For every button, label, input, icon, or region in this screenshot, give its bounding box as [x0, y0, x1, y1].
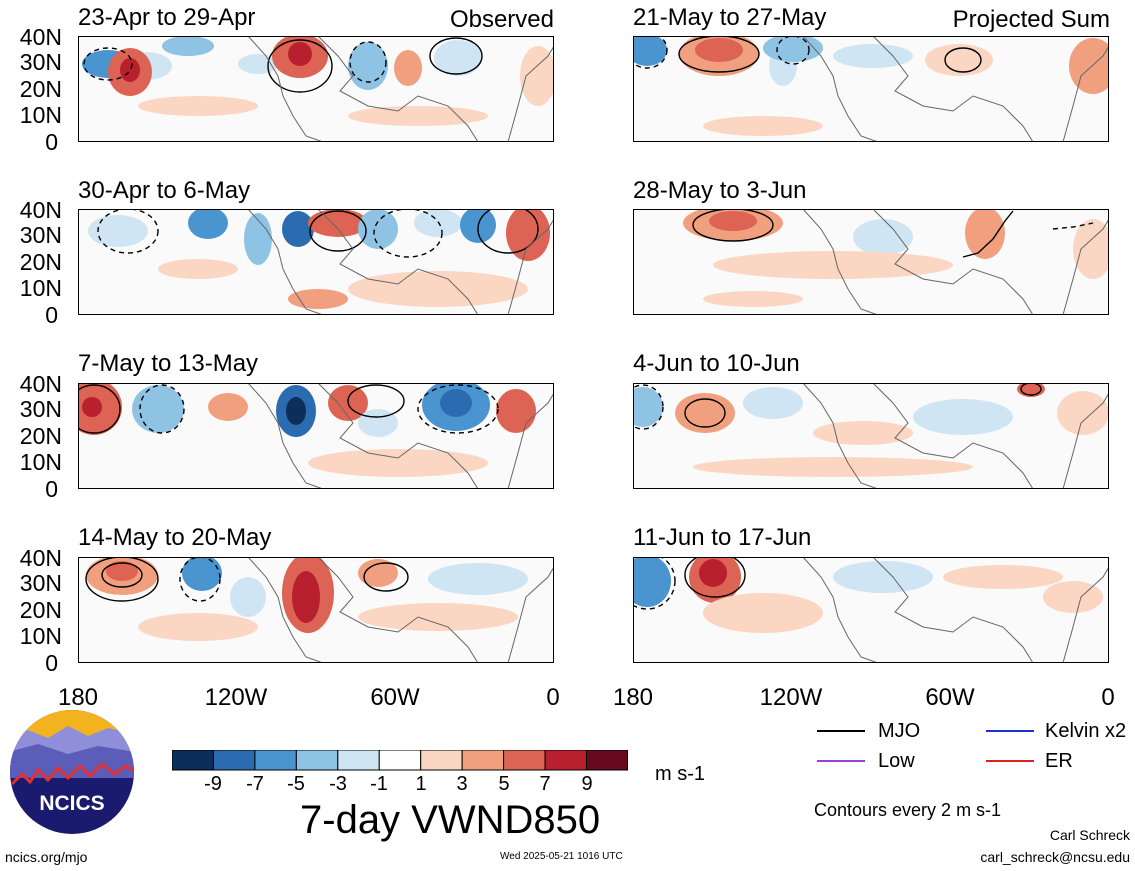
lat-label: 30N	[19, 49, 62, 75]
colorbar-swatch	[254, 750, 297, 771]
colorbar-tick: -1	[370, 773, 388, 795]
colorbar-swatch	[586, 750, 628, 771]
panel-title-right-4: 11-Jun to 17-Jun	[633, 524, 812, 551]
lon-label: 120W	[759, 684, 823, 711]
colorbar-tick: -9	[204, 773, 222, 795]
lat-label: 0	[45, 129, 58, 155]
colorbar-swatch	[461, 750, 505, 771]
colorbar-tick: -5	[287, 773, 305, 795]
colorbar-tick: 1	[415, 773, 427, 795]
projected-sum-label: Projected Sum	[952, 6, 1110, 33]
colorbar-swatch	[544, 750, 587, 771]
lon-label: 0	[546, 684, 560, 711]
mjo-legend-line	[817, 730, 865, 732]
lon-label: 180	[612, 684, 654, 711]
lat-label: 10N	[19, 449, 62, 475]
panel-title-right-3: 4-Jun to 10-Jun	[633, 350, 800, 377]
map-panel-right-4	[633, 557, 1109, 663]
low-legend-label: Low	[878, 750, 915, 772]
lat-label: 10N	[19, 623, 62, 649]
lat-label: 0	[45, 476, 58, 502]
lat-label: 40N	[19, 371, 62, 397]
lat-label: 20N	[19, 423, 62, 449]
mjo-legend-label: MJO	[878, 720, 921, 742]
lat-label: 40N	[19, 197, 62, 223]
kelvin-legend-line	[986, 730, 1034, 732]
lat-label: 20N	[19, 76, 62, 102]
author-name: Carl Schreck	[1049, 827, 1130, 843]
panel-title-left-3: 7-May to 13-May	[78, 350, 259, 377]
map-panel-left-2	[78, 209, 554, 315]
lat-label: 20N	[19, 249, 62, 275]
source-url: ncics.org/mjo	[5, 849, 88, 865]
lat-label: 30N	[19, 396, 62, 422]
colorbar-tick: -7	[246, 773, 264, 795]
map-panel-left-3	[78, 383, 554, 489]
colorbar-swatch	[172, 750, 214, 771]
map-panel-right-1	[633, 36, 1109, 142]
lon-label: 0	[1101, 684, 1115, 711]
map-panel-left-4	[78, 557, 554, 663]
low-legend-line	[817, 760, 865, 762]
lon-label: 180	[57, 684, 99, 711]
author-email: carl_schreck@ncsu.edu	[980, 849, 1130, 865]
main-title: 7-day VWND850	[300, 798, 601, 842]
colorbar-swatch	[503, 750, 546, 771]
observed-label: Observed	[449, 6, 554, 33]
er-legend-line	[986, 760, 1034, 762]
er-legend-label: ER	[1045, 750, 1073, 772]
lat-label: 40N	[19, 545, 62, 571]
timestamp: Wed 2025-05-21 1016 UTC	[500, 851, 623, 862]
colorbar-swatch	[378, 750, 422, 771]
lat-label: 10N	[19, 275, 62, 301]
colorbar-swatch	[212, 750, 256, 771]
colorbar-swatch	[337, 750, 380, 771]
colorbar-tick: -3	[329, 773, 347, 795]
colorbar-swatch	[295, 750, 339, 771]
kelvin-legend-label: Kelvin x2	[1045, 720, 1127, 742]
lat-label: 30N	[19, 222, 62, 248]
colorbar-units: m s-1	[655, 763, 705, 785]
lon-label: 120W	[204, 684, 268, 711]
ncics-logo: NCICS	[10, 710, 134, 834]
map-panel-left-1	[78, 36, 554, 142]
lat-label: 20N	[19, 597, 62, 623]
panel-title-left-2: 30-Apr to 6-May	[78, 177, 251, 204]
logo-text: NCICS	[39, 792, 104, 815]
colorbar-tick: 7	[539, 773, 551, 795]
lat-label: 0	[45, 302, 58, 328]
map-panel-right-3	[633, 383, 1109, 489]
lat-label: 10N	[19, 102, 62, 128]
lon-label: 60W	[370, 684, 420, 711]
panel-title-left-1: 23-Apr to 29-Apr	[78, 4, 256, 31]
panel-title-right-2: 28-May to 3-Jun	[633, 177, 807, 204]
lat-label: 30N	[19, 570, 62, 596]
lon-label: 60W	[925, 684, 975, 711]
colorbar	[172, 750, 628, 771]
colorbar-tick: 5	[498, 773, 510, 795]
lat-label: 0	[45, 650, 58, 676]
lat-label: 40N	[19, 24, 62, 50]
contours-note: Contours every 2 m s-1	[814, 800, 1002, 820]
colorbar-tick: 9	[581, 773, 593, 795]
panel-title-right-1: 21-May to 27-May	[633, 4, 827, 31]
panel-title-left-4: 14-May to 20-May	[78, 524, 272, 551]
map-panel-right-2	[633, 209, 1109, 315]
colorbar-swatch	[420, 750, 463, 771]
colorbar-tick: 3	[456, 773, 468, 795]
